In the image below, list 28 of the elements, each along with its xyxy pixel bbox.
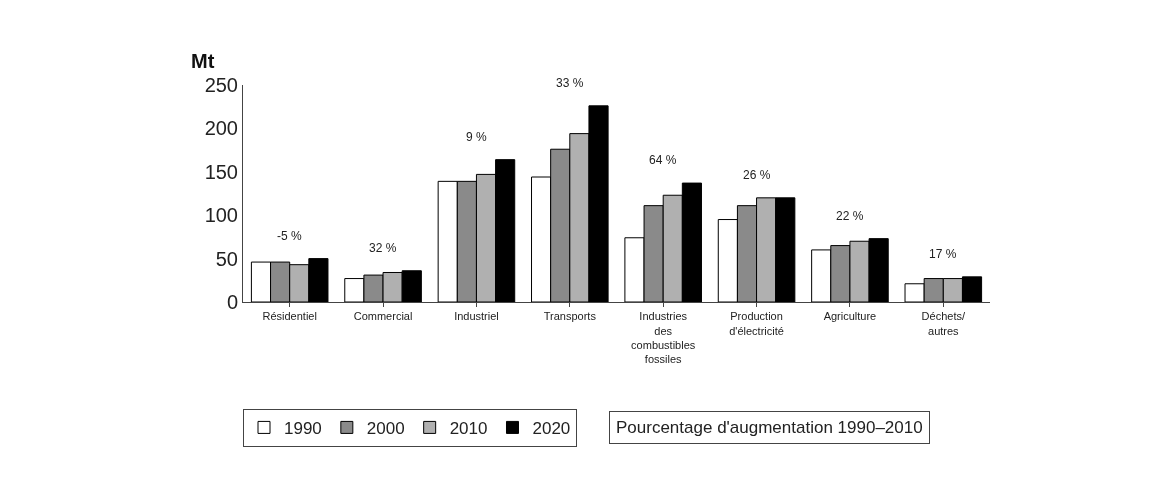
x-tick-label: Industriel — [454, 310, 499, 323]
x-tick-label: Industries des combustibles fossiles — [631, 310, 696, 366]
annotation: 33 % — [556, 76, 584, 90]
x-tick-label: Transports — [543, 310, 597, 323]
y-tick-label: 200 — [204, 117, 238, 140]
x-tick-label: Déchets/ autres — [921, 310, 966, 337]
text: Pourcentage d'augmentation 1990–2010 — [616, 418, 923, 437]
x-tick-label: Résidentiel — [262, 310, 317, 323]
legend-label: 1990 — [284, 419, 322, 439]
annotation: 17 % — [929, 247, 957, 261]
y-tick-label: 250 — [204, 74, 238, 96]
legend-label: 2010 — [449, 419, 488, 439]
annotation: 32 % — [369, 241, 397, 255]
y-tick-label: 50 — [215, 247, 238, 270]
y-tick-label: 150 — [204, 160, 238, 183]
y-tick-label: 0 — [226, 291, 238, 313]
y-axis-title: Mt — [191, 50, 215, 72]
x-tick-label: Production d'électricité — [729, 310, 784, 337]
annotation: 64 % — [649, 153, 677, 167]
x-tick-label: Agriculture — [823, 310, 877, 323]
annotation: 9 % — [466, 130, 488, 144]
annotation: 26 % — [743, 168, 771, 182]
y-tick-label: 100 — [204, 204, 238, 227]
annotation: -5 % — [277, 229, 302, 243]
x-tick-label: Commercial — [353, 310, 413, 323]
legend-label: 2000 — [366, 419, 405, 439]
annotation: 22 % — [836, 209, 864, 223]
legend-label: 2020 — [532, 419, 571, 439]
